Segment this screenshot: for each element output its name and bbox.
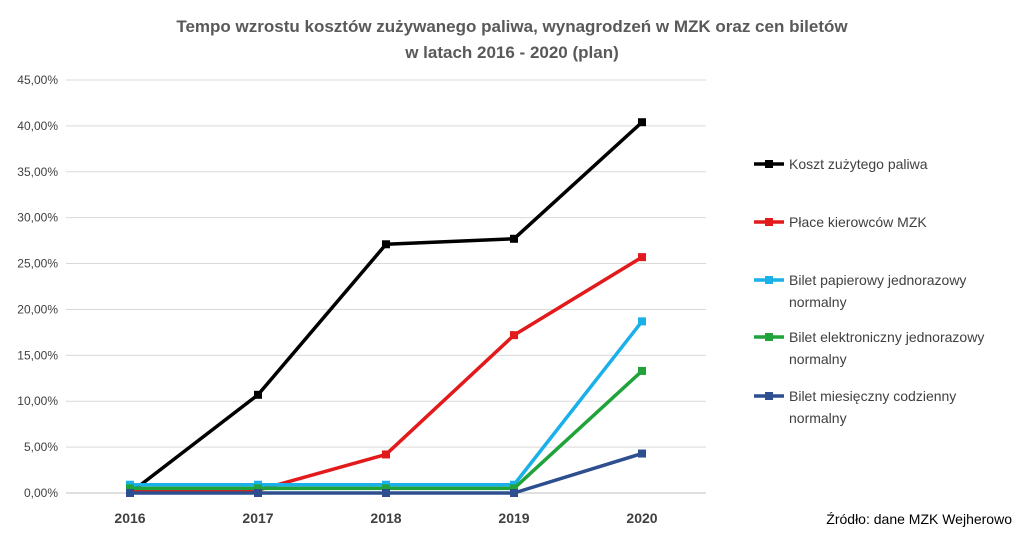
y-tick-label: 45,00% (17, 73, 58, 87)
legend-label: Koszt zużytego paliwa (789, 156, 928, 172)
chart-title-line-1: Tempo wzrostu kosztów zużywanego paliwa,… (176, 17, 848, 36)
x-tick-label: 2016 (114, 510, 145, 526)
y-tick-label: 25,00% (17, 257, 58, 271)
data-point-marker (510, 489, 518, 497)
gridlines (66, 79, 706, 494)
chart-title-line-2: w latach 2016 - 2020 (plan) (404, 43, 619, 62)
data-point-marker (510, 484, 518, 493)
legend-label: Płace kierowców MZK (789, 214, 927, 230)
data-point-marker (126, 484, 134, 493)
x-tick-label: 2019 (498, 510, 529, 526)
series-line (130, 320, 644, 487)
data-point-marker (638, 253, 646, 262)
legend: Koszt zużytego paliwa Płace kierowców MZK… (754, 156, 984, 426)
data-point-marker (382, 489, 390, 497)
data-point-marker (254, 484, 262, 493)
data-point-marker (638, 118, 646, 127)
y-tick-label: 10,00% (17, 394, 58, 408)
legend-label: normalny (789, 410, 847, 426)
legend-marker (765, 218, 773, 226)
series-line (128, 120, 644, 495)
legend-item-5: Bilet miesięczny codzienny normalny (754, 388, 956, 426)
legend-marker (765, 392, 773, 400)
data-point-marker (254, 489, 262, 497)
series-4 (126, 366, 646, 493)
x-tick-label: 2020 (626, 510, 657, 526)
x-tick-label: 2017 (242, 510, 273, 526)
data-point-marker (126, 489, 134, 497)
legend-marker (765, 333, 773, 341)
legend-item-2: Płace kierowców MZK (754, 214, 927, 230)
x-tick-label: 2018 (370, 510, 401, 526)
data-point-marker (638, 366, 646, 375)
y-tick-label: 5,00% (24, 440, 58, 454)
legend-label: Bilet miesięczny codzienny (789, 388, 956, 404)
legend-item-4: Bilet elektroniczny jednorazowy normalny (754, 329, 984, 367)
series-2 (126, 253, 646, 495)
data-point-marker (382, 484, 390, 493)
legend-label: normalny (789, 351, 847, 367)
y-tick-label: 0,00% (24, 486, 58, 500)
y-tick-label: 15,00% (17, 348, 58, 362)
y-tick-label: 30,00% (17, 211, 58, 225)
data-point-marker (382, 240, 390, 249)
x-axis-ticks: 2016 2017 2018 2019 2020 (114, 510, 657, 526)
y-tick-label: 40,00% (17, 119, 58, 133)
data-point-marker (382, 450, 390, 459)
data-point-marker (638, 449, 646, 458)
legend-item-1: Koszt zużytego paliwa (754, 156, 928, 172)
y-tick-label: 20,00% (17, 302, 58, 316)
data-point-marker (638, 317, 646, 326)
legend-label: Bilet papierowy jednorazowy (789, 272, 966, 288)
data-point-marker (510, 234, 518, 243)
series-3 (126, 317, 646, 489)
series-5 (126, 449, 646, 497)
data-point-marker (254, 390, 262, 399)
data-point-marker (510, 331, 518, 340)
legend-marker (765, 276, 773, 284)
legend-item-3: Bilet papierowy jednorazowy normalny (754, 272, 966, 310)
legend-label: Bilet elektroniczny jednorazowy (789, 329, 984, 345)
series-lines (126, 118, 646, 497)
legend-label: normalny (789, 294, 847, 310)
legend-marker (765, 160, 773, 168)
y-tick-label: 35,00% (17, 165, 58, 179)
y-axis-ticks: 0,00% 5,00% 10,00% 15,00% 20,00% 25,00% 30,00%… (17, 73, 58, 500)
series-line (130, 369, 644, 491)
source-note: Źródło: dane MZK Wejherowo (826, 511, 1012, 527)
